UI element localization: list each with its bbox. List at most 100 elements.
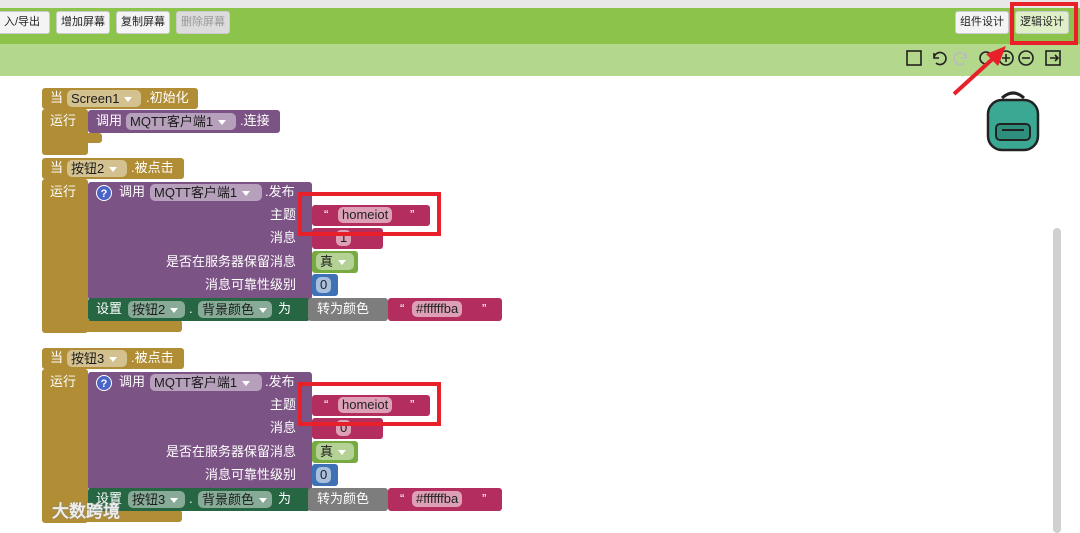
backpack[interactable] <box>980 88 1046 154</box>
call-block <box>88 110 280 133</box>
toolbar-button[interactable]: 删除屏幕 <box>176 11 230 34</box>
client-dropdown[interactable]: MQTT客户端1 <box>126 113 236 130</box>
component-dropdown-text: 按钮3 <box>71 351 105 366</box>
keyword: 为 <box>278 491 292 506</box>
dot: . <box>189 491 193 506</box>
component-dropdown[interactable]: 按钮3 <box>128 491 185 508</box>
keyword: 设置 <box>96 301 123 316</box>
keyword: 调用 <box>119 184 146 199</box>
scrollbar[interactable] <box>1053 228 1061 533</box>
param-label: 消息 <box>269 420 296 435</box>
color-block <box>308 298 388 321</box>
component-dropdown-text: 按钮2 <box>132 302 166 317</box>
method-name: .连接 <box>240 113 270 128</box>
quote: “ <box>324 397 329 412</box>
client-dropdown-text: MQTT客户端1 <box>154 375 238 390</box>
component-dropdown[interactable]: 按钮3 <box>67 350 127 367</box>
workspace-bar <box>0 44 1080 76</box>
help-icon[interactable]: ? <box>96 375 112 391</box>
event-foot <box>42 320 182 332</box>
keyword: 当 <box>50 350 64 365</box>
logic-block <box>312 441 358 463</box>
color-block <box>308 488 388 511</box>
watermark: 大数跨境 <box>52 502 120 521</box>
highlight-box <box>298 192 441 236</box>
quote: “ <box>400 491 405 506</box>
client-dropdown-text: MQTT客户端1 <box>130 114 214 129</box>
undo-icon[interactable] <box>933 51 947 66</box>
component-dropdown[interactable]: 按钮2 <box>67 160 127 177</box>
quote: ” <box>410 397 415 412</box>
toolbar-button[interactable]: 入/导出 <box>0 11 50 34</box>
highlight-box <box>298 382 441 426</box>
param-label: 主题 <box>269 397 296 412</box>
keyword: 调用 <box>96 113 123 128</box>
text-value[interactable]: #ffffffba <box>412 301 463 317</box>
method-name: .发布 <box>265 184 295 199</box>
method-name: .发布 <box>265 374 295 389</box>
event-name: .被点击 <box>131 350 174 365</box>
client-dropdown[interactable]: MQTT客户端1 <box>150 184 262 201</box>
param-label: 消息可靠性级别 <box>204 467 296 482</box>
toolbar-button[interactable]: 逻辑设计 <box>1015 11 1069 34</box>
keyword: 运行 <box>50 113 77 128</box>
event-foot <box>42 510 182 522</box>
set-block <box>88 298 310 321</box>
property-dropdown[interactable]: 背景颜色 <box>198 301 272 318</box>
logic-block <box>312 251 358 273</box>
caret <box>170 308 179 314</box>
keyword: 设置 <box>96 491 123 506</box>
caret <box>259 308 268 314</box>
event-name: .初始化 <box>146 90 189 105</box>
number-value[interactable]: 0 <box>316 467 332 483</box>
logic-dropdown[interactable]: 真 <box>316 443 354 460</box>
component-dropdown-text: Screen1 <box>71 91 120 106</box>
keyword: 为 <box>278 301 292 316</box>
caret <box>259 498 268 504</box>
logic-dropdown[interactable]: 真 <box>316 253 354 270</box>
property-dropdown[interactable]: 背景颜色 <box>198 491 272 508</box>
event-name: .被点击 <box>131 160 174 175</box>
caret <box>338 260 347 266</box>
quote: “ <box>400 301 405 316</box>
text-value[interactable]: homeiot <box>338 207 393 223</box>
caret <box>109 357 118 363</box>
keyword: 转为颜色 <box>317 301 370 316</box>
caret <box>242 381 251 387</box>
call-block <box>88 372 312 490</box>
quote: “ <box>324 230 329 245</box>
toolbar-button[interactable]: 组件设计 <box>955 11 1009 34</box>
event-body <box>42 369 88 523</box>
keyword: 运行 <box>50 374 77 389</box>
event-body <box>42 179 88 333</box>
text-value[interactable]: homeiot <box>338 397 393 413</box>
param-label: 消息可靠性级别 <box>204 277 296 292</box>
param-label: 消息 <box>269 230 296 245</box>
client-dropdown[interactable]: MQTT客户端1 <box>150 374 262 391</box>
toolbar-button[interactable]: 增加屏幕 <box>56 11 110 34</box>
component-dropdown[interactable]: 按钮2 <box>128 301 185 318</box>
param-label: 主题 <box>269 207 296 222</box>
quote: ” <box>360 420 365 435</box>
quote: ” <box>410 207 415 222</box>
caret <box>124 97 133 103</box>
save-icon[interactable] <box>906 50 922 66</box>
exit-icon[interactable] <box>1045 50 1061 66</box>
param-label: 是否在服务器保留消息 <box>165 444 296 459</box>
component-dropdown[interactable]: Screen1 <box>67 90 141 107</box>
help-icon[interactable]: ? <box>96 185 112 201</box>
component-dropdown-text: 按钮3 <box>132 492 166 507</box>
keyword: 当 <box>50 90 64 105</box>
arrow <box>952 46 1006 96</box>
quote: ” <box>482 491 487 506</box>
property-dropdown-text: 背景颜色 <box>202 492 255 507</box>
zoom-out-icon[interactable] <box>1018 50 1034 66</box>
text-value[interactable]: #ffffffba <box>412 491 463 507</box>
number-value[interactable]: 0 <box>316 277 332 293</box>
toolbar-button[interactable]: 复制屏幕 <box>116 11 170 34</box>
quote: “ <box>324 420 329 435</box>
redo-icon[interactable] <box>953 51 967 66</box>
event-body <box>42 109 88 155</box>
param-label: 是否在服务器保留消息 <box>165 254 296 269</box>
